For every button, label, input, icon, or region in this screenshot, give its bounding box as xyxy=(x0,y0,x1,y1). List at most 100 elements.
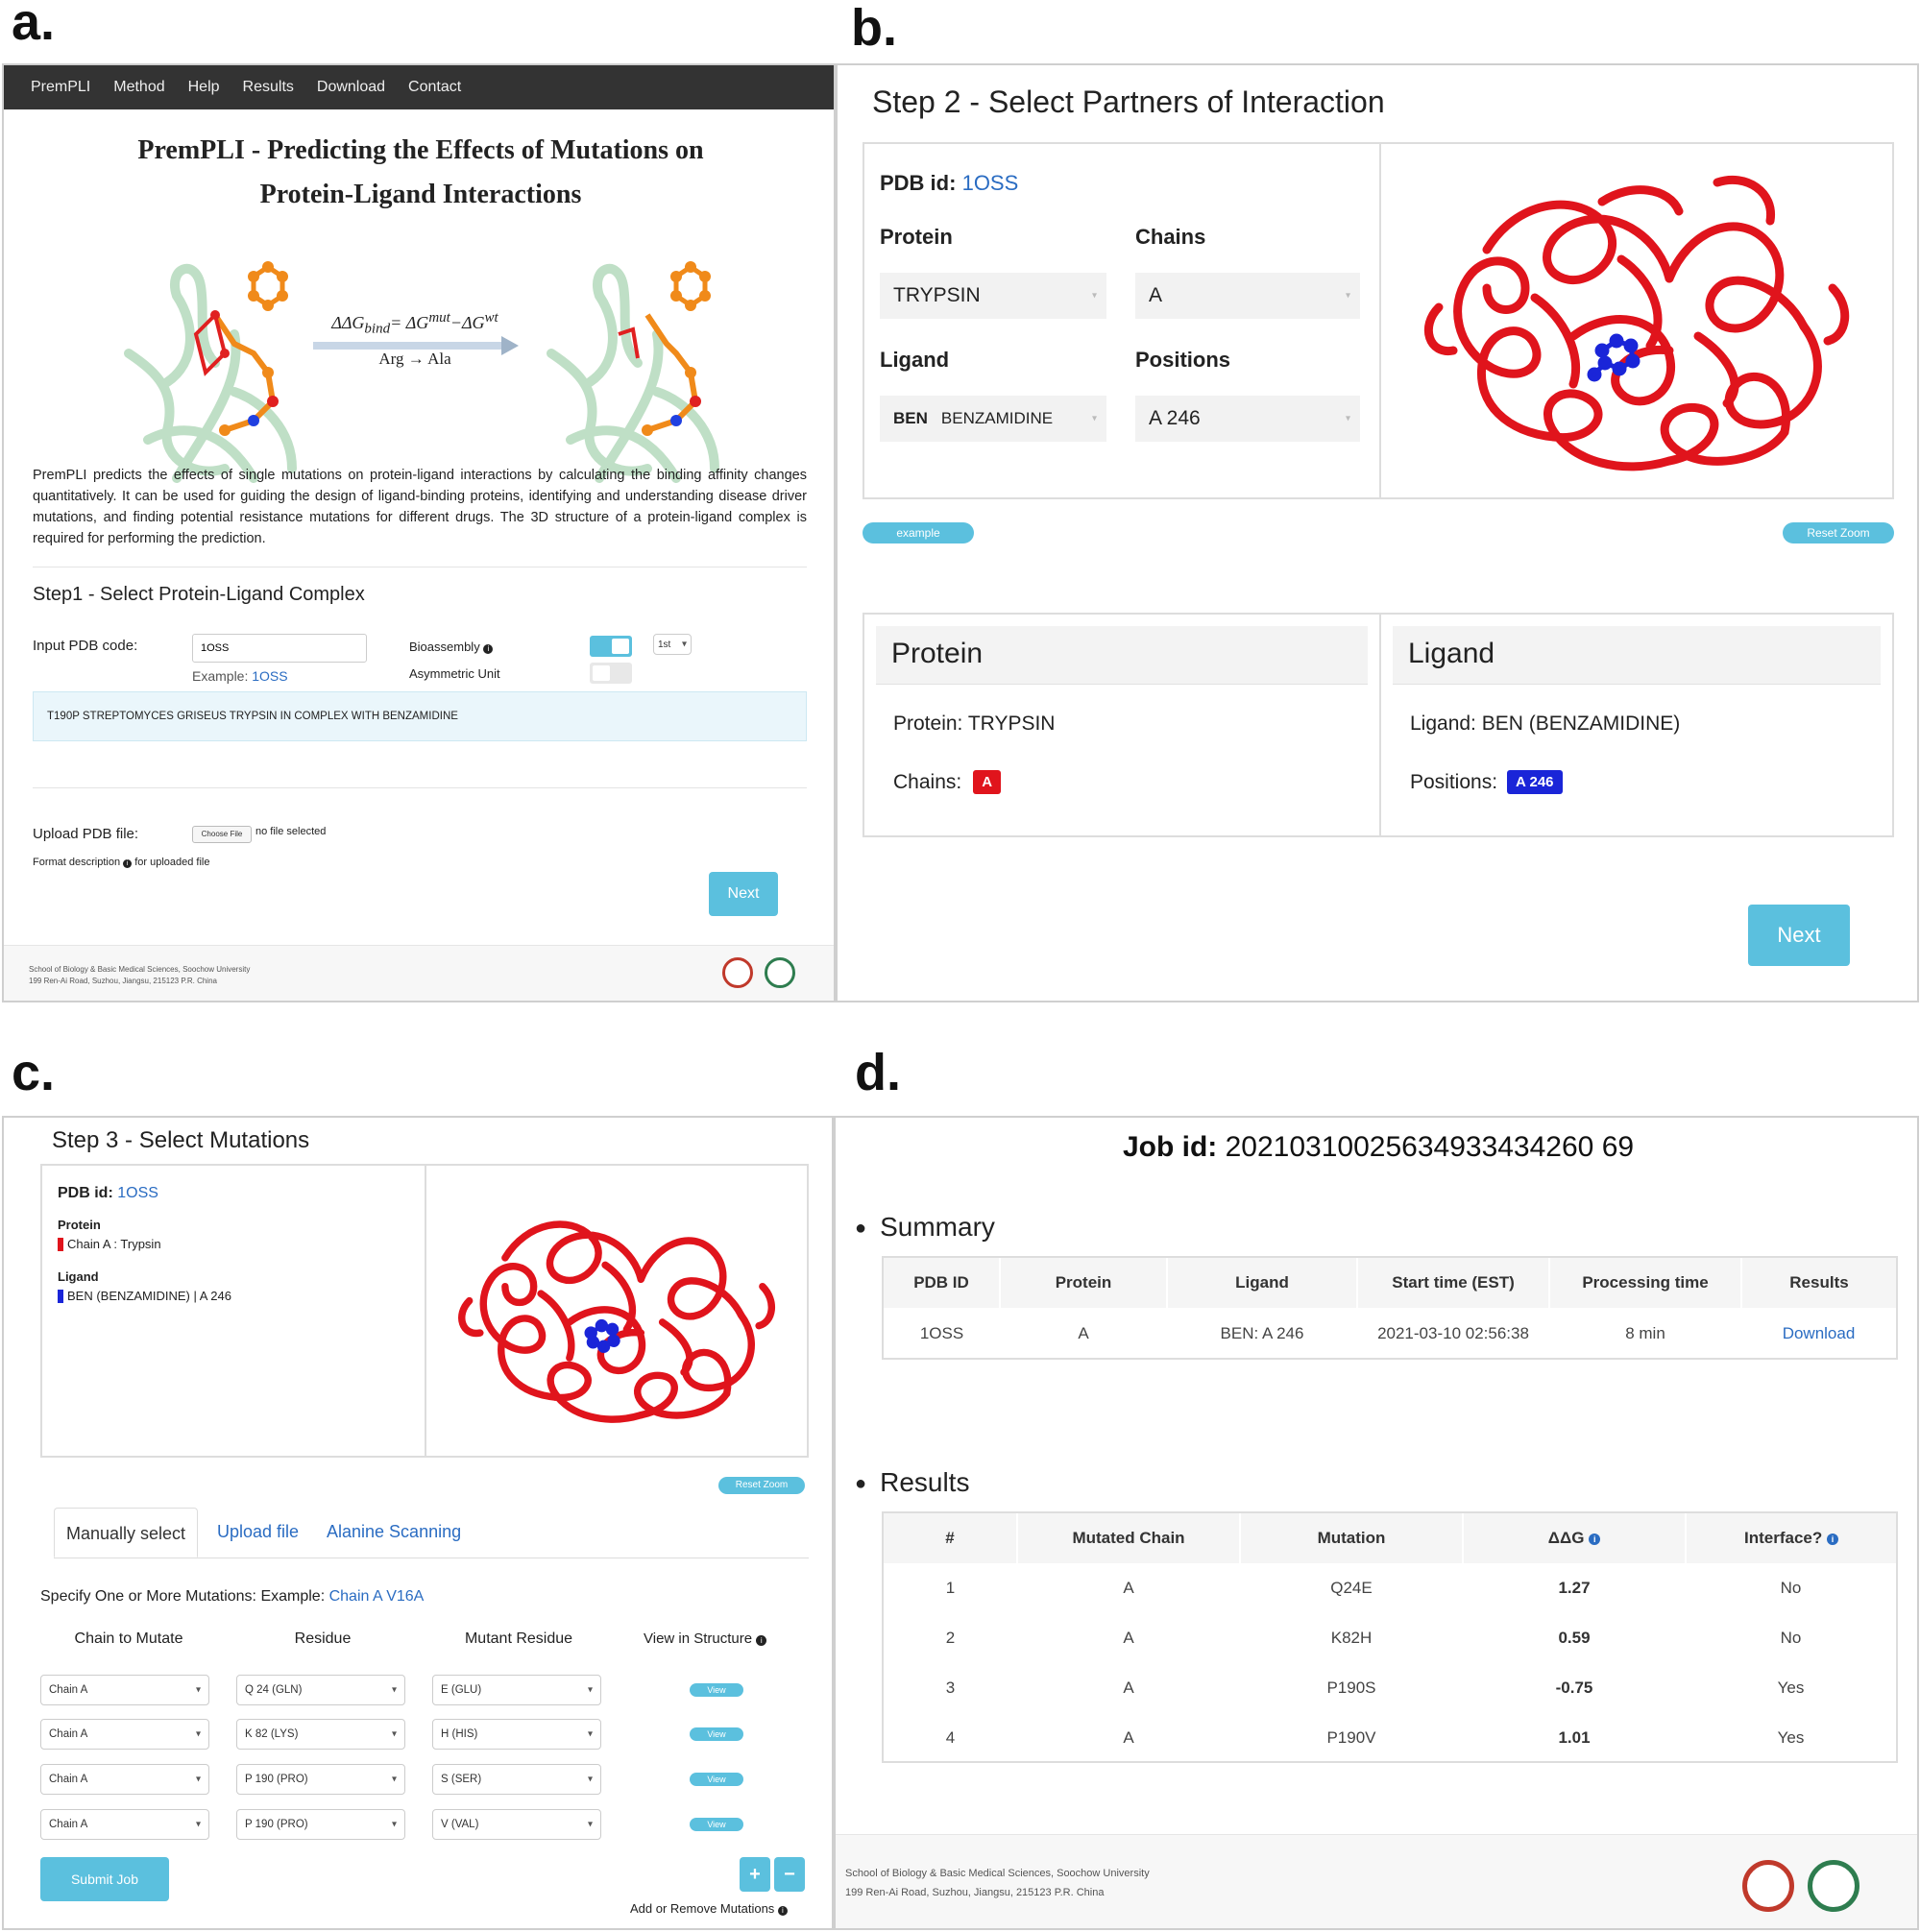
chains-line: Chains: A xyxy=(893,770,1002,794)
add-mutation-button[interactable]: + xyxy=(740,1857,770,1892)
view-in-structure-button[interactable]: View xyxy=(690,1727,743,1741)
info-icon[interactable]: i xyxy=(756,1635,767,1646)
ligand-benzamidine xyxy=(1587,333,1641,382)
view-in-structure-button[interactable]: View xyxy=(690,1818,743,1831)
result-mutation: K82H xyxy=(1330,1629,1373,1647)
nav-method[interactable]: Method xyxy=(113,79,165,95)
chevron-down-icon: ▾ xyxy=(587,1684,593,1696)
example-link[interactable]: 1OSS xyxy=(252,668,288,684)
selection-summary-box: PDB id: 1OSS Protein Chain A : Trypsin L… xyxy=(40,1164,426,1458)
nav-help[interactable]: Help xyxy=(187,79,220,95)
nav-results[interactable]: Results xyxy=(242,79,294,95)
result-chain: A xyxy=(1123,1629,1134,1647)
formula-sup-wt: wt xyxy=(484,310,498,326)
protein-chain-text: Chain A : Trypsin xyxy=(67,1237,161,1251)
chain-select[interactable]: A ▾ xyxy=(1135,273,1360,319)
interface-heading: Interface? xyxy=(1744,1529,1823,1547)
chain-select[interactable]: Chain A ▾ xyxy=(40,1809,209,1840)
pdb-id-link[interactable]: 1OSS xyxy=(117,1185,158,1201)
asym-unit-label: Asymmetric Unit xyxy=(409,666,500,681)
chevron-down-icon: ▾ xyxy=(391,1728,397,1740)
protein-line: Protein: TRYPSIN xyxy=(893,712,1056,735)
residue-select[interactable]: P 190 (PRO) ▾ xyxy=(236,1809,405,1840)
chevron-down-icon: ▾ xyxy=(1091,413,1097,424)
reset-zoom-button[interactable]: Reset Zoom xyxy=(1783,522,1894,543)
tab-upload-file[interactable]: Upload file xyxy=(217,1522,300,1541)
mutant-residue-select[interactable]: E (GLU) ▾ xyxy=(432,1675,601,1705)
ligand-right xyxy=(618,261,711,436)
remove-mutation-button[interactable]: − xyxy=(774,1857,805,1892)
protein-ribbon-right xyxy=(547,263,719,483)
pdb-id-link[interactable]: 1OSS xyxy=(961,171,1019,195)
bioassembly-toggle[interactable] xyxy=(590,636,632,657)
summary-col-start: Start time (EST) xyxy=(1357,1258,1550,1308)
ligand-left xyxy=(193,261,288,436)
assembly-select[interactable]: 1st ▾ xyxy=(653,634,692,655)
mutant-residue-select[interactable]: V (VAL) ▾ xyxy=(432,1809,601,1840)
result-chain: A xyxy=(1123,1579,1134,1597)
nav-download[interactable]: Download xyxy=(316,79,386,95)
example-link[interactable]: Chain A V16A xyxy=(328,1588,425,1605)
structure-viewer[interactable] xyxy=(1379,142,1894,499)
result-mutation: P190S xyxy=(1326,1678,1376,1697)
divider-1 xyxy=(33,567,807,568)
residue-select[interactable]: P 190 (PRO) ▾ xyxy=(236,1764,405,1795)
submit-job-button[interactable]: Submit Job xyxy=(40,1857,169,1901)
formula-eq: = ΔG xyxy=(390,313,429,332)
navbar: PremPLI Method Help Results Download Con… xyxy=(4,65,834,109)
next-button[interactable]: Next xyxy=(1748,905,1850,966)
pdb-code-input[interactable] xyxy=(192,634,367,663)
protein-chain-line: Chain A : Trypsin xyxy=(58,1237,161,1251)
reset-zoom-button[interactable]: Reset Zoom xyxy=(718,1477,805,1494)
chain-select[interactable]: Chain A ▾ xyxy=(40,1719,209,1750)
protein-structure-image xyxy=(1423,175,1850,471)
mutant-residue-select-value: V (VAL) xyxy=(441,1819,479,1830)
tab-manually-select[interactable]: Manually select xyxy=(54,1508,198,1558)
chain-select-value: Chain A xyxy=(49,1819,88,1830)
ligand-text: BEN (BENZAMIDINE) | A 246 xyxy=(67,1289,231,1303)
chain-select[interactable]: Chain A ▾ xyxy=(40,1764,209,1795)
info-icon[interactable]: i xyxy=(777,1906,788,1916)
position-select[interactable]: A 246 ▾ xyxy=(1135,396,1360,442)
structure-viewer[interactable] xyxy=(425,1164,809,1458)
result-mutation: Q24E xyxy=(1330,1579,1373,1597)
info-icon[interactable]: i xyxy=(123,859,133,868)
positions-label: Positions: xyxy=(1410,770,1498,793)
job-id: Job id: 20210310025634933434260 69 xyxy=(836,1131,1917,1164)
info-icon[interactable]: i xyxy=(1589,1533,1601,1545)
residue-select[interactable]: Q 24 (GLN) ▾ xyxy=(236,1675,405,1705)
panel-label-d: d. xyxy=(855,1044,901,1101)
view-in-structure-button[interactable]: View xyxy=(690,1683,743,1697)
mutant-residue-select[interactable]: S (SER) ▾ xyxy=(432,1764,601,1795)
position-select-value: A 246 xyxy=(1149,407,1201,429)
summary-heading-text: Summary xyxy=(880,1212,995,1242)
choose-file-button[interactable]: Choose File xyxy=(192,826,252,843)
protein-select[interactable]: TRYPSIN ▾ xyxy=(880,273,1106,319)
residue-select-value: P 190 (PRO) xyxy=(245,1819,308,1830)
chevron-down-icon: ▾ xyxy=(1345,413,1350,424)
ligand-select[interactable]: BEN BENZAMIDINE ▾ xyxy=(880,396,1106,442)
nav-brand[interactable]: PremPLI xyxy=(31,79,91,95)
info-icon[interactable]: i xyxy=(1826,1533,1838,1545)
assembly-select-value: 1st xyxy=(658,639,671,650)
example-button[interactable]: example xyxy=(863,522,974,543)
panel-d-results: Job id: 20210310025634933434260 69 ● Summ… xyxy=(834,1116,1919,1930)
mutant-residue-select[interactable]: H (HIS) ▾ xyxy=(432,1719,601,1750)
next-button[interactable]: Next xyxy=(709,872,778,916)
page-title-line1: PremPLI - Predicting the Effects of Muta… xyxy=(137,135,704,165)
residue-select[interactable]: K 82 (LYS) ▾ xyxy=(236,1719,405,1750)
download-link[interactable]: Download xyxy=(1782,1324,1856,1342)
summary-col-protein: Protein xyxy=(1000,1258,1168,1308)
ligand-color-swatch xyxy=(58,1289,63,1303)
results-heading-text: Results xyxy=(880,1467,970,1497)
panel-label-a: a. xyxy=(12,0,56,51)
ligand-card: Ligand Ligand: BEN (BENZAMIDINE) Positio… xyxy=(1379,613,1894,837)
view-in-structure-button[interactable]: View xyxy=(690,1773,743,1786)
mutant-residue-select-value: S (SER) xyxy=(441,1774,482,1785)
table-row: 1OSS A BEN: A 246 2021-03-10 02:56:38 8 … xyxy=(884,1308,1896,1360)
asym-unit-toggle[interactable] xyxy=(590,663,632,684)
info-icon[interactable]: i xyxy=(483,644,494,654)
nav-contact[interactable]: Contact xyxy=(408,79,462,95)
tab-alanine-scanning[interactable]: Alanine Scanning xyxy=(327,1522,462,1541)
chain-select[interactable]: Chain A ▾ xyxy=(40,1675,209,1705)
